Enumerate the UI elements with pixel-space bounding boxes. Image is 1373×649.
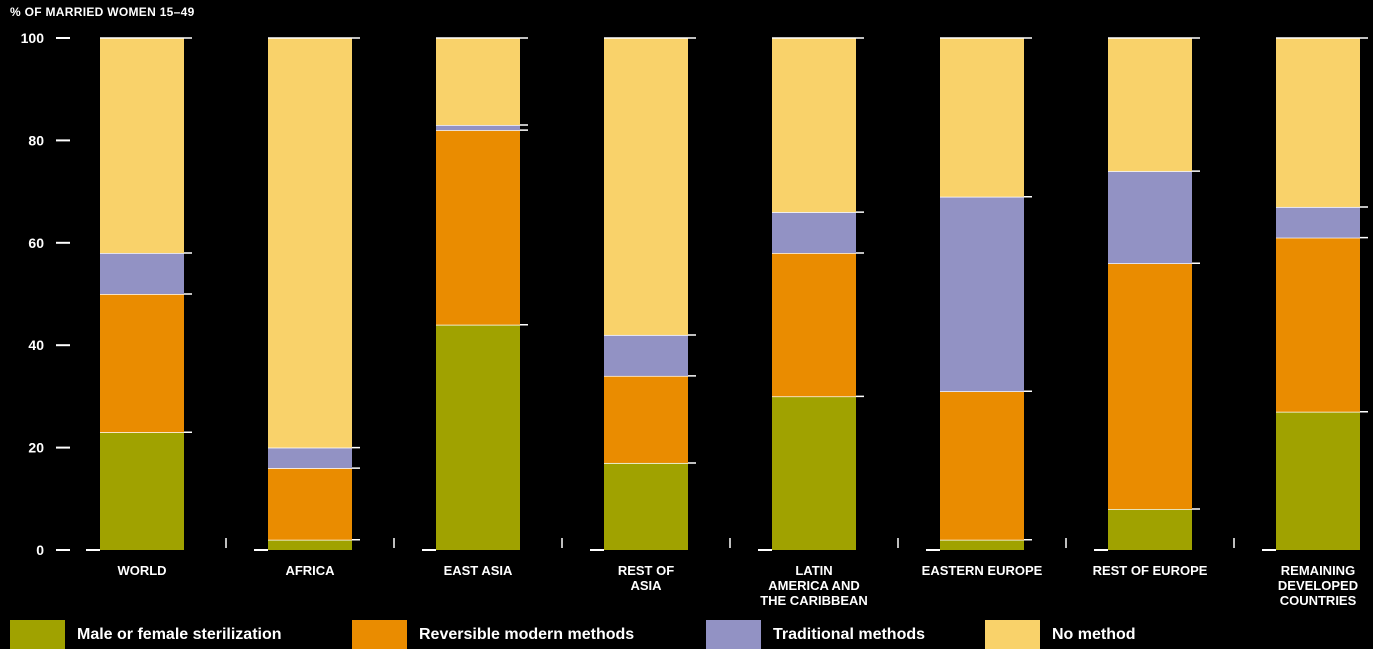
legend-swatch bbox=[10, 620, 65, 649]
bar-segment bbox=[772, 396, 856, 550]
category-label: WORLD bbox=[117, 563, 166, 578]
legend-item: Traditional methods bbox=[706, 620, 925, 649]
y-axis-ticks: 0 20 40 60 80 100 bbox=[21, 30, 70, 558]
bar-segment bbox=[100, 38, 184, 254]
category-label: COUNTRIES bbox=[1280, 593, 1357, 608]
bar-segment bbox=[436, 125, 520, 131]
bar-segment bbox=[1276, 206, 1360, 238]
y-axis-title: % OF MARRIED WOMEN 15–49 bbox=[10, 5, 195, 19]
bar-segment bbox=[940, 38, 1024, 197]
category-label: DEVELOPED bbox=[1278, 578, 1358, 593]
category-separators bbox=[225, 538, 1235, 548]
bar-segment bbox=[268, 468, 352, 540]
y-tick-label: 60 bbox=[28, 235, 44, 251]
bar-segment bbox=[1108, 38, 1192, 172]
bar-segment bbox=[1276, 38, 1360, 207]
bar-segment bbox=[100, 432, 184, 550]
bar-segment bbox=[1108, 509, 1192, 550]
y-tick-label: 0 bbox=[36, 542, 44, 558]
legend-swatch bbox=[352, 620, 407, 649]
y-tick-label: 40 bbox=[28, 337, 44, 353]
bar-segment bbox=[1108, 263, 1192, 510]
bar-segment bbox=[268, 539, 352, 550]
bar-segment bbox=[772, 38, 856, 213]
bar-segment bbox=[436, 324, 520, 550]
bar-segment bbox=[604, 462, 688, 550]
bar-segment bbox=[604, 375, 688, 463]
category-label: EASTERN EUROPE bbox=[922, 563, 1043, 578]
bar-segment bbox=[100, 294, 184, 433]
bar-segment bbox=[436, 38, 520, 126]
category-label: AFRICA bbox=[285, 563, 335, 578]
legend-item: No method bbox=[985, 620, 1136, 649]
bar-segment bbox=[604, 334, 688, 376]
bar-segment bbox=[1108, 171, 1192, 264]
legend-label: Reversible modern methods bbox=[419, 625, 635, 643]
bar-segment bbox=[772, 212, 856, 254]
bar-segment bbox=[1276, 411, 1360, 550]
y-tick-label: 100 bbox=[21, 30, 45, 46]
category-label: ASIA bbox=[630, 578, 662, 593]
category-label: REMAINING bbox=[1281, 563, 1355, 578]
category-label: THE CARIBBEAN bbox=[760, 593, 868, 608]
bar-segment bbox=[268, 447, 352, 469]
bar-segment bbox=[1276, 237, 1360, 412]
legend-item: Reversible modern methods bbox=[352, 620, 634, 649]
legend-swatch bbox=[706, 620, 761, 649]
bar-segment bbox=[100, 253, 184, 294]
legend-label: Male or female sterilization bbox=[77, 625, 282, 643]
bar-segment bbox=[604, 38, 688, 335]
legend-label: Traditional methods bbox=[773, 625, 926, 643]
bar-segment bbox=[940, 539, 1024, 550]
legend-label: No method bbox=[1052, 625, 1136, 643]
category-label: REST OF bbox=[618, 563, 674, 578]
bar-segment bbox=[436, 130, 520, 325]
legend-swatch bbox=[985, 620, 1040, 649]
bars-group bbox=[86, 37, 1368, 551]
y-tick-label: 20 bbox=[28, 440, 44, 456]
bar-segment bbox=[940, 196, 1024, 392]
bar-segment bbox=[772, 253, 856, 397]
y-tick-label: 80 bbox=[28, 132, 44, 148]
legend: Male or female sterilization Reversible m… bbox=[0, 620, 1373, 649]
bar-segment bbox=[268, 38, 352, 448]
bar-segment bbox=[940, 391, 1024, 540]
category-label: EAST ASIA bbox=[444, 563, 513, 578]
stacked-bar-chart: % OF MARRIED WOMEN 15–49 0 20 40 60 80 100 WO… bbox=[10, 5, 1368, 608]
legend-item: Male or female sterilization bbox=[10, 620, 282, 649]
category-label: LATIN bbox=[795, 563, 832, 578]
category-label: AMERICA AND bbox=[768, 578, 859, 593]
category-label: REST OF EUROPE bbox=[1093, 563, 1208, 578]
